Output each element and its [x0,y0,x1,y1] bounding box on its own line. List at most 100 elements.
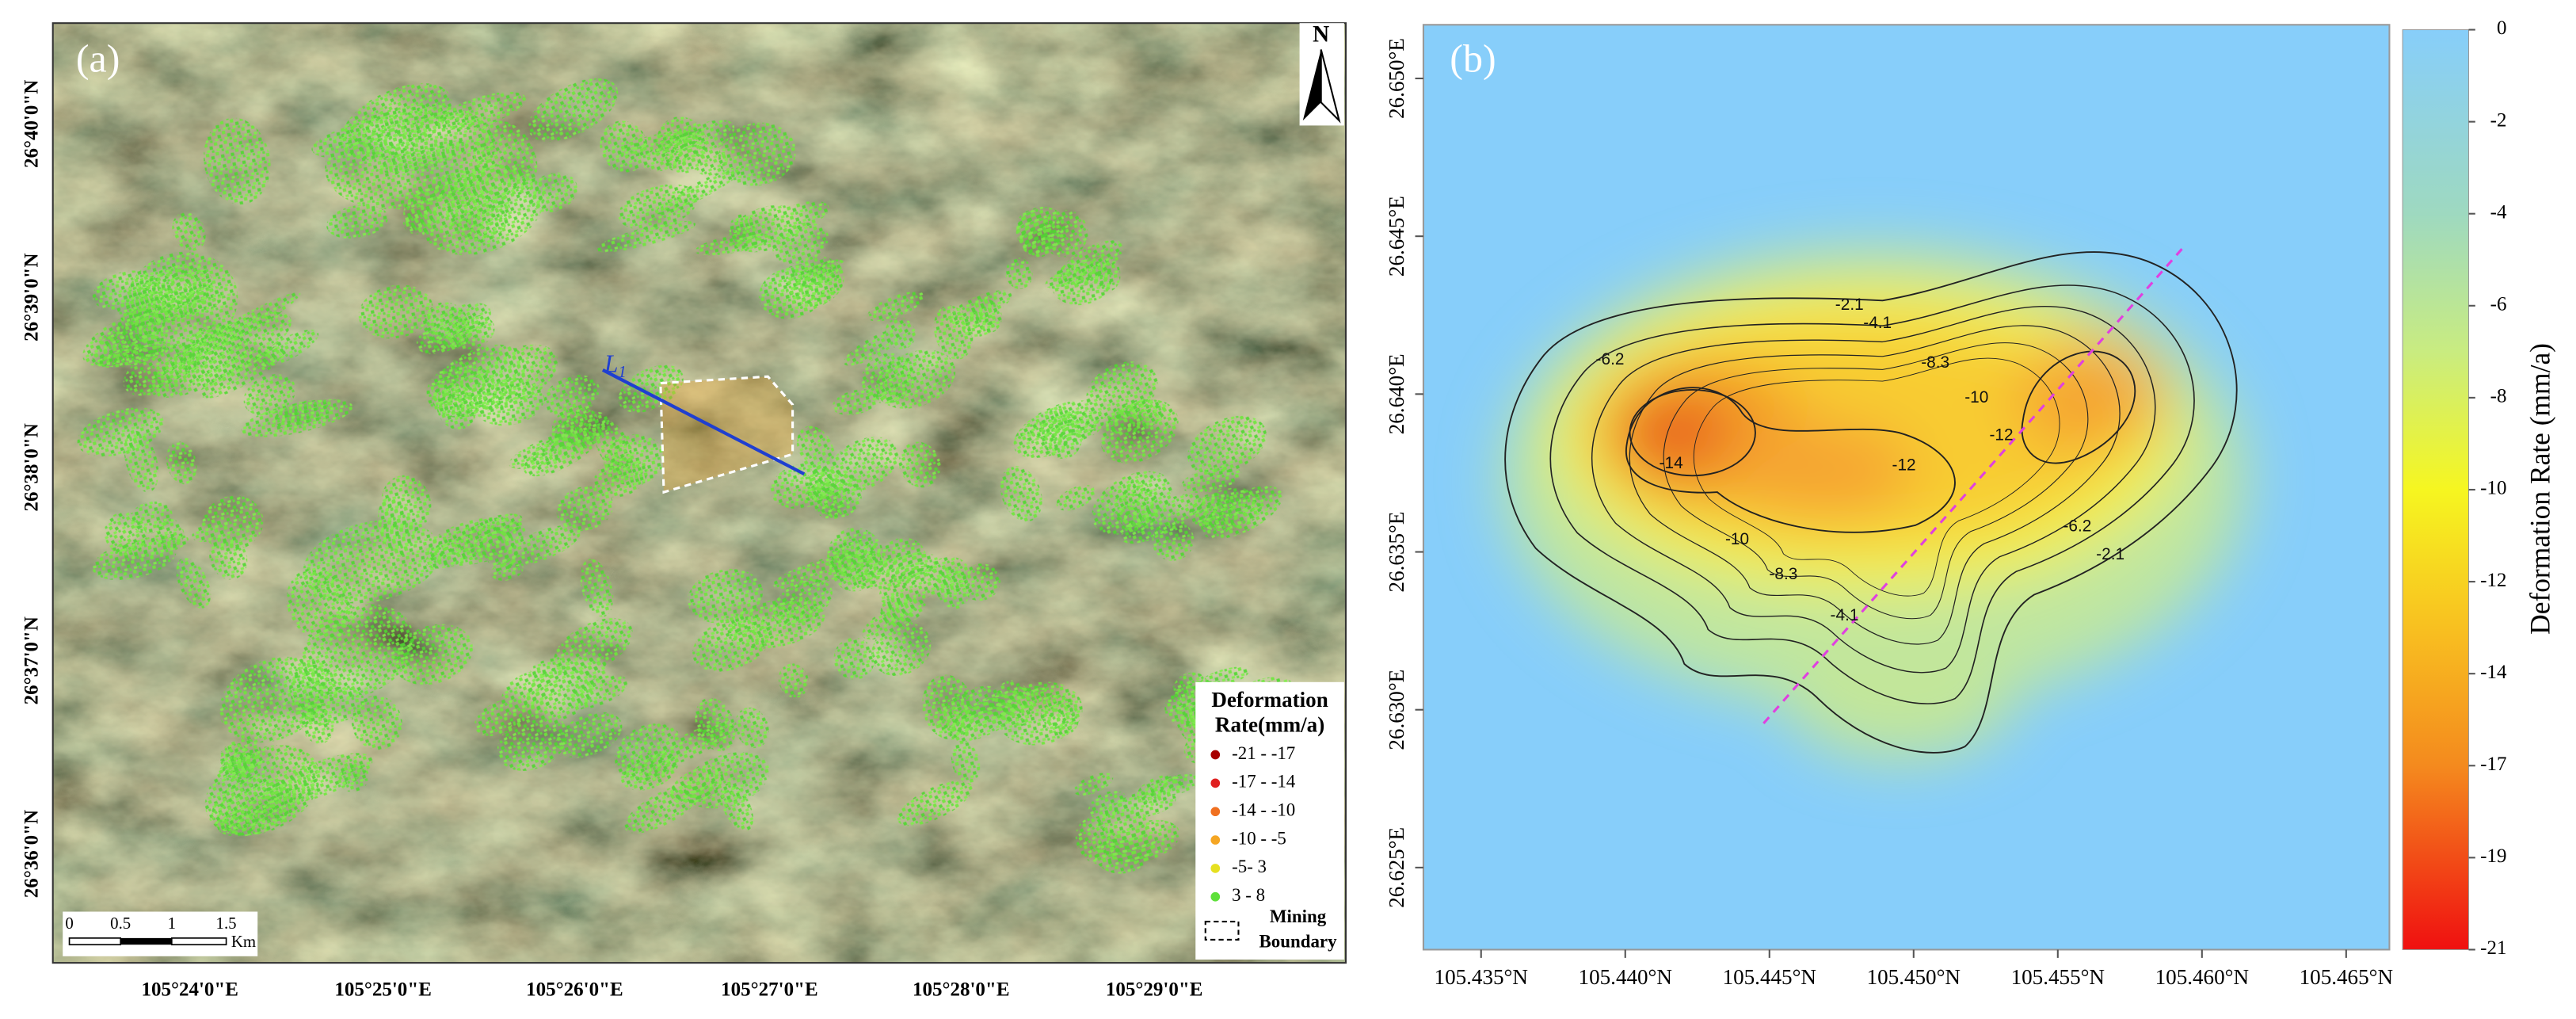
x-tick-label: 105.465°N [2300,965,2393,989]
contour-label: -2.1 [1835,296,1864,314]
deformation-points [772,579,833,626]
y-axis-label: 26°40'0"N [21,80,42,168]
x-tick-label: 105.435°N [1435,965,1528,989]
contour-label: -12 [1989,426,2013,445]
deformation-points [192,521,231,542]
deformation-points [778,663,810,698]
scale-label: 1 [168,914,176,933]
contour-line [1629,325,2121,645]
deformation-points [176,557,211,609]
x-axis-label: 105°24'0"E [141,979,238,1000]
scale-label: 1.5 [216,914,237,933]
legend-title: Deformation [1211,688,1328,712]
deformation-points [166,441,197,485]
deformation-points [300,704,334,744]
deformation-points [1195,487,1263,532]
deformation-points [769,200,829,231]
deformation-points [286,567,352,640]
legend-label: -17 - -14 [1232,772,1296,792]
deformation-points [474,698,528,736]
contour-label: -4.1 [1831,606,1859,624]
deformation-points [104,511,147,555]
legend-marker [1210,864,1221,873]
colorbar-label: Deformation Rate (mm/a) [2524,343,2555,635]
colorbar-tick-label: 0 [2497,17,2507,39]
contour-label: -12 [1892,456,1916,474]
colorbar-tick-label: -4 [2490,201,2507,223]
colorbar-tick-label: -19 [2480,845,2506,867]
x-axis-label: 105°25'0"E [334,979,432,1000]
deformation-points [692,615,772,672]
profile-line [601,368,806,476]
x-tick-label: 105.455°N [2011,965,2105,989]
deformation-points [1057,240,1124,285]
panel-label: (a) [76,36,120,81]
deformation-points [885,317,916,349]
deformation-points [593,456,648,498]
x-tick-label: 105.450°N [1867,965,1961,989]
deformation-points [419,164,545,256]
deformation-points [143,284,224,323]
y-tick-label: 26.650°E [1385,38,1408,119]
profile-subscript: 1 [618,362,626,381]
deformation-points [805,473,849,502]
north-arrow: N [1299,22,1344,126]
deformation-points [795,259,844,289]
deformation-points [642,120,735,172]
scale-bar [63,911,258,956]
deformation-points [871,622,932,677]
deformation-points [600,120,648,173]
contour-line [1591,305,2156,674]
deformation-points [897,780,973,826]
deformation-points [271,753,373,803]
deformation-points [381,475,432,533]
profile-line [1762,246,2185,724]
profile-label: L1 [604,350,627,381]
y-axis-label: 26°37'0"N [21,616,42,704]
deformation-points [1016,206,1067,254]
legend-label: -5- 3 [1232,857,1267,876]
contour-label: -8.3 [1769,565,1797,583]
legend-label: -14 - -10 [1232,800,1295,819]
y-axis-label: 26°38'0"N [21,423,42,511]
contour-line [2021,350,2136,464]
deformation-points [695,151,728,176]
y-tick-label: 26.630°E [1385,670,1408,750]
deformation-points [797,426,835,474]
deformation-points [436,384,477,430]
contour-line [1625,387,1956,533]
deformation-points [554,618,633,675]
deformation-points [124,430,159,493]
deformation-points [1000,466,1042,522]
contour-label: -6.2 [2063,517,2091,535]
deformation-points [211,775,282,831]
deformation-points [655,167,742,215]
deformation-points [898,441,941,488]
deformation-points [695,697,736,752]
deformation-points [734,707,769,748]
deformation-points [880,593,916,626]
contour-line [1549,284,2195,704]
deformation-points [615,723,684,783]
legend-title: Rate(mm/a) [1215,712,1324,736]
colorbar-tick-label: -2 [2490,109,2507,131]
contour-label: -2.1 [2096,545,2124,563]
heat-field [1503,247,2246,760]
plot-frame [1422,24,2391,951]
deformation-points [96,345,170,368]
deformation-points [528,78,619,142]
deformation-points [437,91,527,130]
legend-marker [1210,807,1221,817]
deformation-points [867,291,925,322]
contour-plot [1423,25,2390,950]
deformation-points [951,740,981,784]
deformation-points [204,117,271,205]
deformation-points [1187,415,1267,475]
x-axis-label: 105°27'0"E [721,979,818,1000]
contour-label: -6.2 [1596,350,1625,368]
deformation-points [556,486,614,531]
deformation-points [875,349,956,409]
colorbar-tick-label: -10 [2480,478,2506,499]
deformation-points [683,752,770,809]
